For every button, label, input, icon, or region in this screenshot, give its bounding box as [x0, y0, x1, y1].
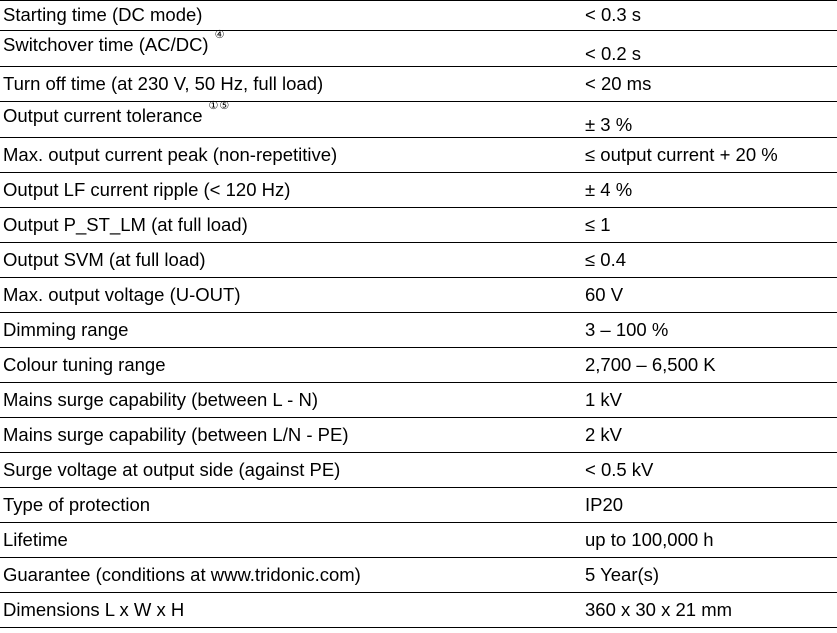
row-label: Type of protection	[3, 493, 151, 515]
row-value: < 0.5 kV	[585, 458, 654, 480]
row-value: < 0.2 s	[585, 42, 642, 64]
table-row: Output current tolerance ①⑤ ± 3 %	[0, 100, 837, 138]
row-label: Dimensions L x W x H	[3, 598, 185, 620]
row-label: Output current tolerance ①⑤	[3, 100, 231, 126]
row-value: IP20	[585, 493, 624, 515]
row-label: Mains surge capability (between L - N)	[3, 388, 318, 410]
row-label: Output LF current ripple (< 120 Hz)	[3, 178, 291, 200]
row-value: 2,700 – 6,500 K	[585, 353, 716, 375]
table-row: Max. output voltage (U-OUT) 60 V	[0, 278, 837, 313]
row-value: 360 x 30 x 21 mm	[585, 598, 733, 620]
row-value: < 20 ms	[585, 72, 652, 94]
row-value: 2 kV	[585, 423, 623, 445]
row-label: Switchover time (AC/DC) ④	[3, 29, 226, 55]
table-row: Switchover time (AC/DC) ④ < 0.2 s	[0, 29, 837, 67]
row-value: ± 3 %	[585, 113, 633, 135]
table-row: Starting time (DC mode) < 0.3 s	[0, 1, 837, 31]
row-label: Max. output current peak (non-repetitive…	[3, 143, 338, 165]
row-label: Output P_ST_LM (at full load)	[3, 213, 248, 235]
table-row: Dimming range 3 – 100 %	[0, 313, 837, 348]
row-label: Mains surge capability (between L/N - PE…	[3, 423, 349, 445]
table-row: Max. output current peak (non-repetitive…	[0, 138, 837, 173]
footnote-marker: ④	[214, 29, 226, 41]
table-row: Output SVM (at full load) ≤ 0.4	[0, 243, 837, 278]
row-label: Lifetime	[3, 528, 68, 550]
row-label: Max. output voltage (U-OUT)	[3, 283, 241, 305]
row-label: Turn off time (at 230 V, 50 Hz, full loa…	[3, 72, 324, 94]
table-row: Colour tuning range 2,700 – 6,500 K	[0, 348, 837, 383]
row-label: Colour tuning range	[3, 353, 166, 375]
row-label: Output SVM (at full load)	[3, 248, 206, 270]
row-value: ≤ 0.4	[585, 248, 627, 270]
table-row: Mains surge capability (between L/N - PE…	[0, 418, 837, 453]
row-value: up to 100,000 h	[585, 528, 714, 550]
row-label: Starting time (DC mode)	[3, 4, 203, 26]
table-row: Output P_ST_LM (at full load) ≤ 1	[0, 208, 837, 243]
table-row: Lifetime up to 100,000 h	[0, 523, 837, 558]
table-row: Output LF current ripple (< 120 Hz) ± 4 …	[0, 173, 837, 208]
table-row: Guarantee (conditions at www.tridonic.co…	[0, 558, 837, 593]
row-value: 3 – 100 %	[585, 318, 669, 340]
row-value: ≤ output current + 20 %	[585, 143, 778, 165]
table-row: Dimensions L x W x H 360 x 30 x 21 mm	[0, 593, 837, 628]
row-label: Guarantee (conditions at www.tridonic.co…	[3, 563, 361, 585]
row-value: 5 Year(s)	[585, 563, 660, 585]
table-row: Surge voltage at output side (against PE…	[0, 453, 837, 488]
row-label: Surge voltage at output side (against PE…	[3, 458, 341, 480]
table-row: Type of protection IP20	[0, 488, 837, 523]
table-row: Turn off time (at 230 V, 50 Hz, full loa…	[0, 67, 837, 102]
row-value: ± 4 %	[585, 178, 633, 200]
row-label: Dimming range	[3, 318, 129, 340]
footnote-marker: ①⑤	[208, 100, 231, 112]
row-value: < 0.3 s	[585, 4, 642, 26]
row-value: 60 V	[585, 283, 624, 305]
table-row: Mains surge capability (between L - N) 1…	[0, 383, 837, 418]
row-value: 1 kV	[585, 388, 623, 410]
row-value: ≤ 1	[585, 213, 611, 235]
